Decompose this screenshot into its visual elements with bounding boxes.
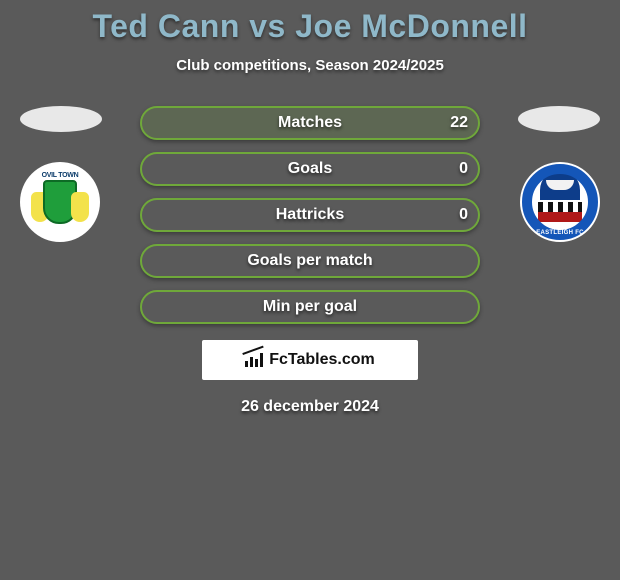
page-subtitle: Club competitions, Season 2024/2025 [0, 57, 620, 74]
metric-label: Min per goal [263, 298, 357, 316]
metric-row: Hattricks 0 [140, 198, 480, 232]
metrics-list: Matches 22 Goals 0 Hattricks 0 Goals per match… [140, 106, 480, 324]
metric-row: Matches 22 [140, 106, 480, 140]
metric-row: Min per goal [140, 290, 480, 324]
left-player-marker [20, 106, 102, 132]
attribution-badge: FcTables.com [202, 340, 418, 380]
metric-label: Matches [278, 114, 342, 132]
page-title: Ted Cann vs Joe McDonnell [0, 0, 620, 45]
metric-label: Hattricks [276, 206, 344, 224]
attribution-text: FcTables.com [269, 351, 375, 369]
metric-row: Goals 0 [140, 152, 480, 186]
metric-label: Goals [288, 160, 332, 178]
metric-value-right: 0 [459, 206, 468, 224]
date-text: 26 december 2024 [0, 398, 620, 416]
metric-value-right: 22 [450, 114, 468, 132]
metric-row: Goals per match [140, 244, 480, 278]
metric-label: Goals per match [247, 252, 372, 270]
left-team-badge: OVIL TOWN [20, 162, 100, 242]
chart-icon [245, 353, 263, 367]
right-player-marker [518, 106, 600, 132]
metric-value-right: 0 [459, 160, 468, 178]
right-team-badge: EASTLEIGH FC [520, 162, 600, 242]
comparison-row: OVIL TOWN EASTLEIGH FC Matches22Goals0Ha… [0, 106, 620, 324]
